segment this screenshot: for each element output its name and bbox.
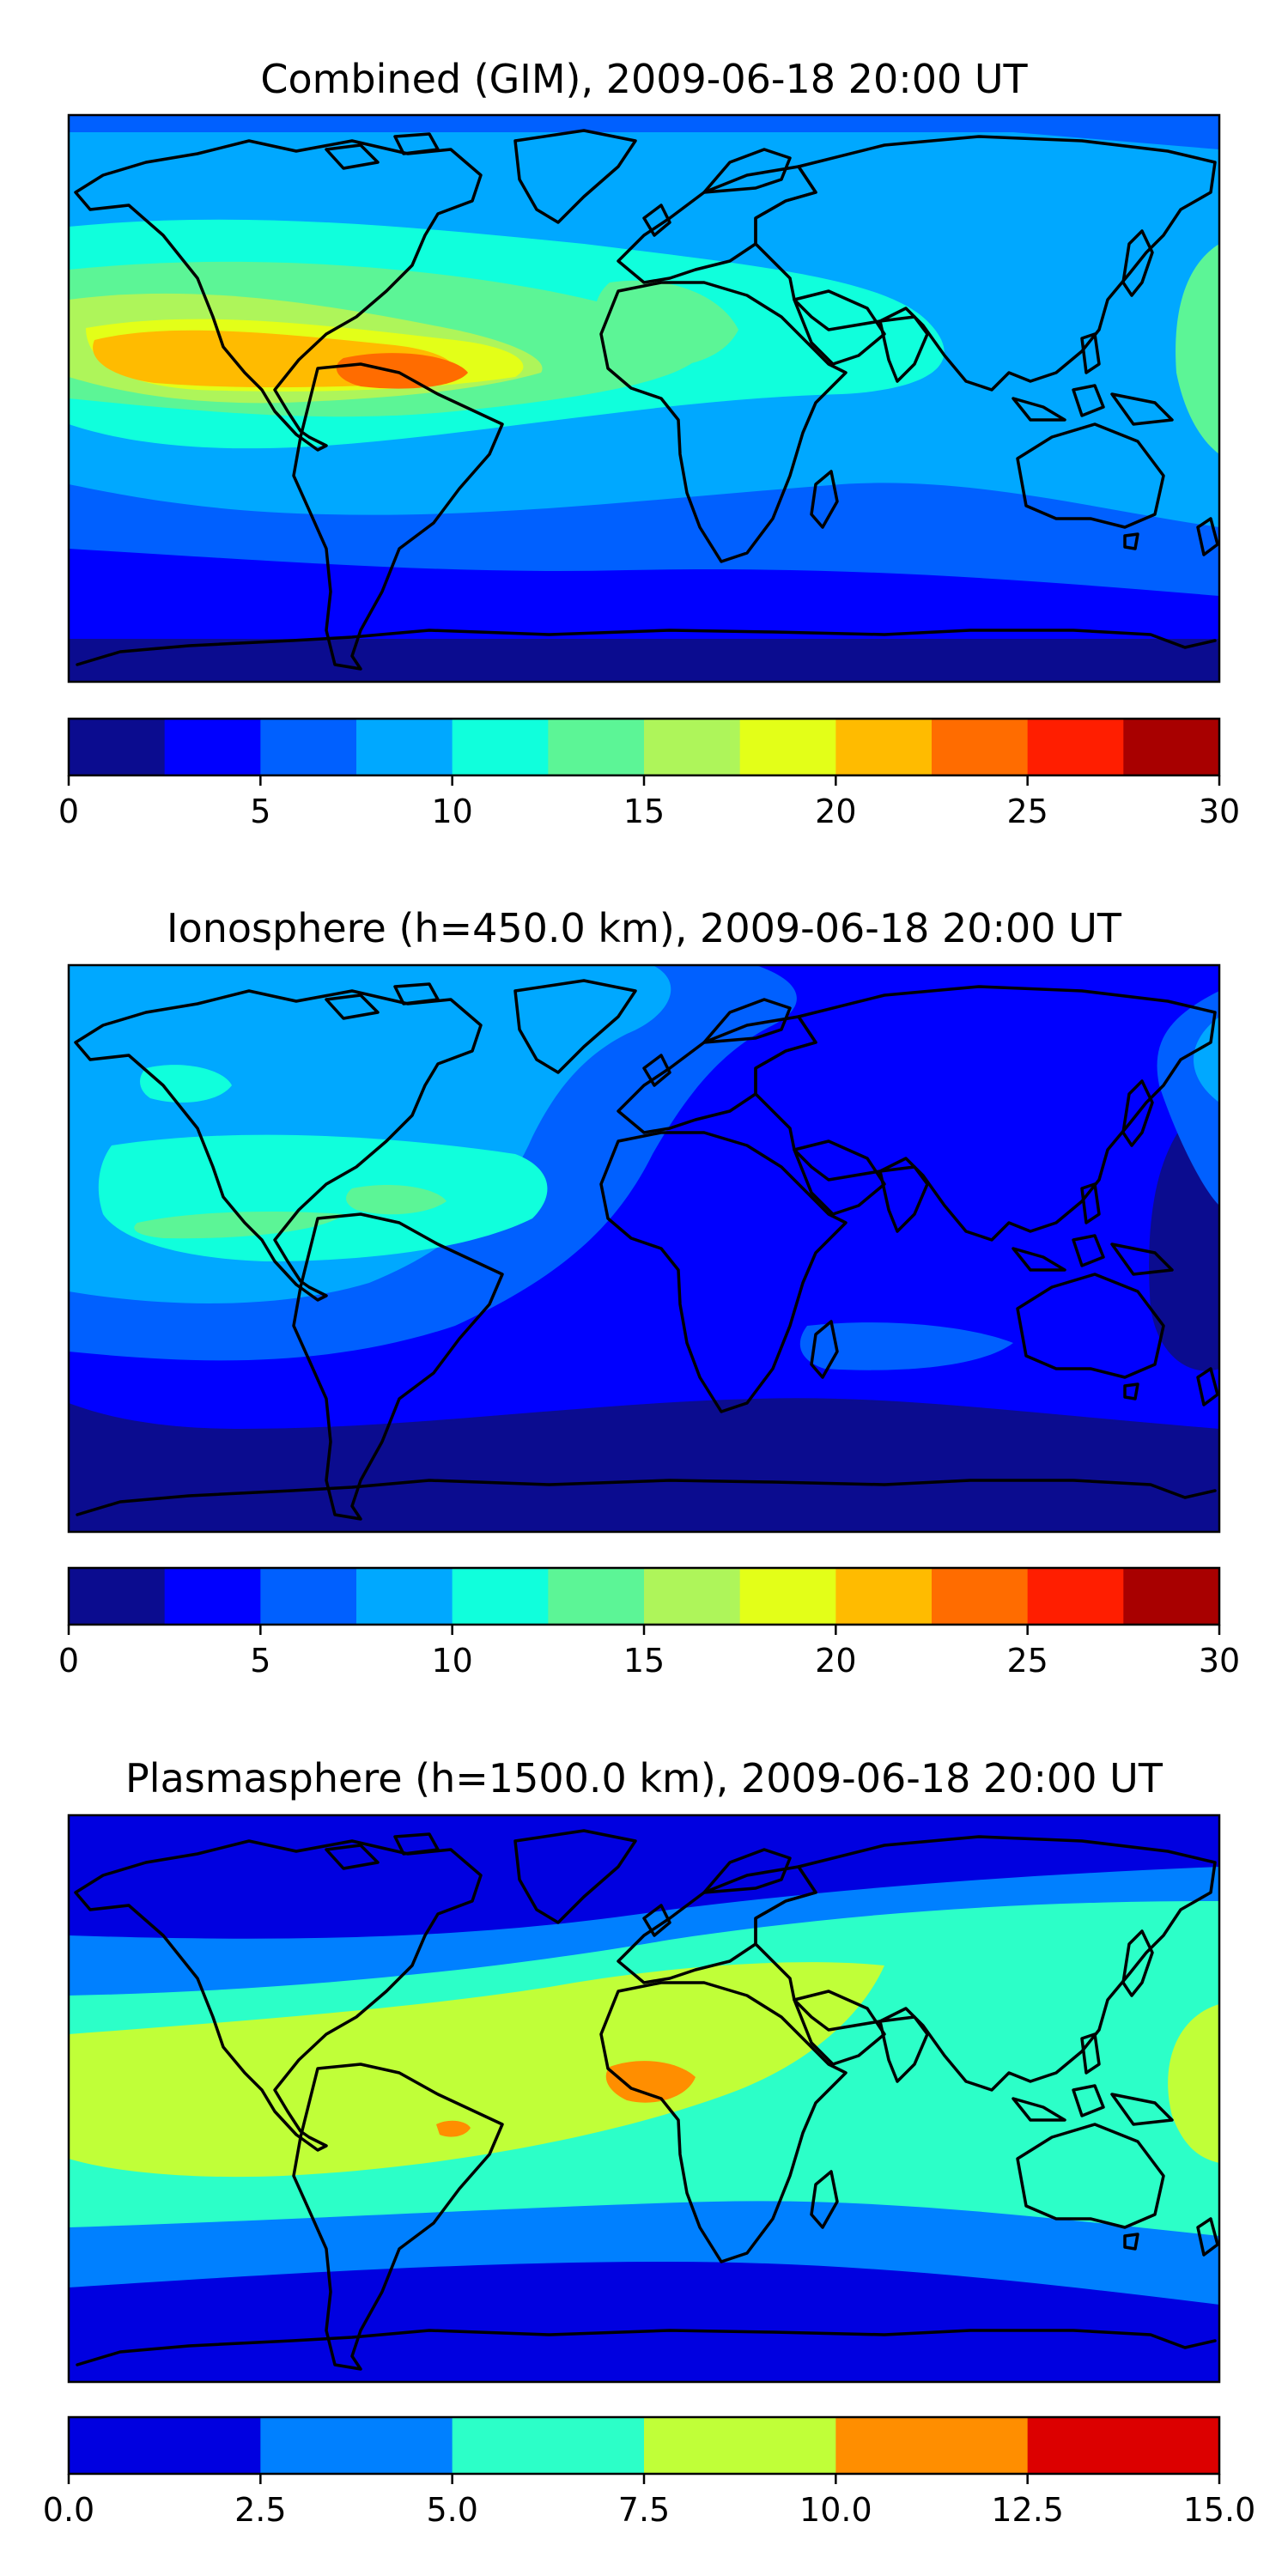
colorbar-level — [69, 2417, 261, 2474]
colorbar-tick-label: 15 — [623, 1642, 665, 1680]
colorbar-level — [69, 1568, 166, 1625]
colorbar-level — [260, 719, 357, 775]
colorbar-tick-label: 5 — [250, 793, 270, 830]
colorbar: 0 5 10 15 20 25 30 — [58, 1566, 1240, 1680]
panel-title: Ionosphere (h=450.0 km), 2009-06-18 20:0… — [167, 905, 1122, 951]
colorbar-levels — [69, 2417, 1220, 2474]
colorbar-tick-label: 10 — [431, 1642, 472, 1680]
tec-map — [67, 1814, 1221, 2384]
colorbar-level — [452, 1568, 549, 1625]
colorbar-level — [644, 719, 741, 775]
colorbar-level — [1123, 1568, 1220, 1625]
colorbar-tick-label: 25 — [1006, 793, 1048, 830]
colorbar-ticks: 0 5 10 15 20 25 30 — [58, 775, 1240, 830]
colorbar-tick-label: 15.0 — [1183, 2491, 1256, 2529]
colorbar-level — [452, 719, 549, 775]
colorbar: 0.0 2.5 5.0 7.5 10.0 12.5 15.0 — [43, 2415, 1256, 2529]
colorbar-tick-label: 10 — [431, 793, 472, 830]
colorbar-level — [1027, 1568, 1124, 1625]
colorbar-level — [356, 1568, 453, 1625]
colorbar-level — [1123, 719, 1220, 775]
colorbar-level — [1027, 719, 1124, 775]
colorbar-level — [1027, 2417, 1220, 2474]
colorbar-level — [164, 1568, 261, 1625]
colorbar-level — [69, 719, 166, 775]
colorbar-level — [548, 719, 645, 775]
tec-map — [67, 113, 1221, 683]
colorbar-level — [356, 719, 453, 775]
colorbar-level — [835, 2417, 1029, 2474]
tec-map — [67, 963, 1221, 1534]
colorbar-tick-label: 30 — [1199, 1642, 1240, 1680]
colorbar-levels — [69, 1568, 1220, 1625]
colorbar-tick-label: 30 — [1199, 793, 1240, 830]
colorbar-tick-label: 20 — [815, 793, 856, 830]
panel-ionosphere: Ionosphere (h=450.0 km), 2009-06-18 20:0… — [58, 905, 1240, 1680]
colorbar-level — [644, 1568, 741, 1625]
colorbar-level — [835, 719, 933, 775]
colorbar-tick-label: 0 — [58, 793, 79, 830]
colorbar-level — [739, 719, 836, 775]
colorbar-ticks: 0.0 2.5 5.0 7.5 10.0 12.5 15.0 — [43, 2474, 1256, 2529]
colorbar-tick-label: 25 — [1006, 1642, 1048, 1680]
colorbar-tick-label: 5 — [250, 1642, 270, 1680]
panel-title: Combined (GIM), 2009-06-18 20:00 UT — [260, 56, 1028, 102]
colorbar-tick-label: 0 — [58, 1642, 79, 1680]
colorbar-level — [260, 1568, 357, 1625]
colorbar-ticks: 0 5 10 15 20 25 30 — [58, 1625, 1240, 1680]
panel-title: Plasmasphere (h=1500.0 km), 2009-06-18 2… — [125, 1755, 1163, 1801]
colorbar-tick-label: 7.5 — [618, 2491, 670, 2529]
colorbar-tick-label: 12.5 — [991, 2491, 1064, 2529]
colorbar-tick-label: 0.0 — [43, 2491, 94, 2529]
colorbar-levels — [69, 719, 1220, 775]
colorbar-tick-label: 2.5 — [234, 2491, 286, 2529]
colorbar-level — [548, 1568, 645, 1625]
colorbar-level — [164, 719, 261, 775]
colorbar-level — [932, 1568, 1029, 1625]
panel-combined: Combined (GIM), 2009-06-18 20:00 UT — [58, 56, 1240, 830]
colorbar-tick-label: 5.0 — [426, 2491, 477, 2529]
colorbar: 0 5 10 15 20 25 30 — [58, 717, 1240, 830]
colorbar-level — [452, 2417, 645, 2474]
colorbar-tick-label: 10.0 — [799, 2491, 872, 2529]
panel-plasmasphere: Plasmasphere (h=1500.0 km), 2009-06-18 2… — [43, 1755, 1256, 2529]
colorbar-level — [739, 1568, 836, 1625]
colorbar-level — [835, 1568, 933, 1625]
colorbar-level — [260, 2417, 453, 2474]
colorbar-level — [932, 719, 1029, 775]
colorbar-tick-label: 20 — [815, 1642, 856, 1680]
colorbar-tick-label: 15 — [623, 793, 665, 830]
colorbar-level — [644, 2417, 836, 2474]
